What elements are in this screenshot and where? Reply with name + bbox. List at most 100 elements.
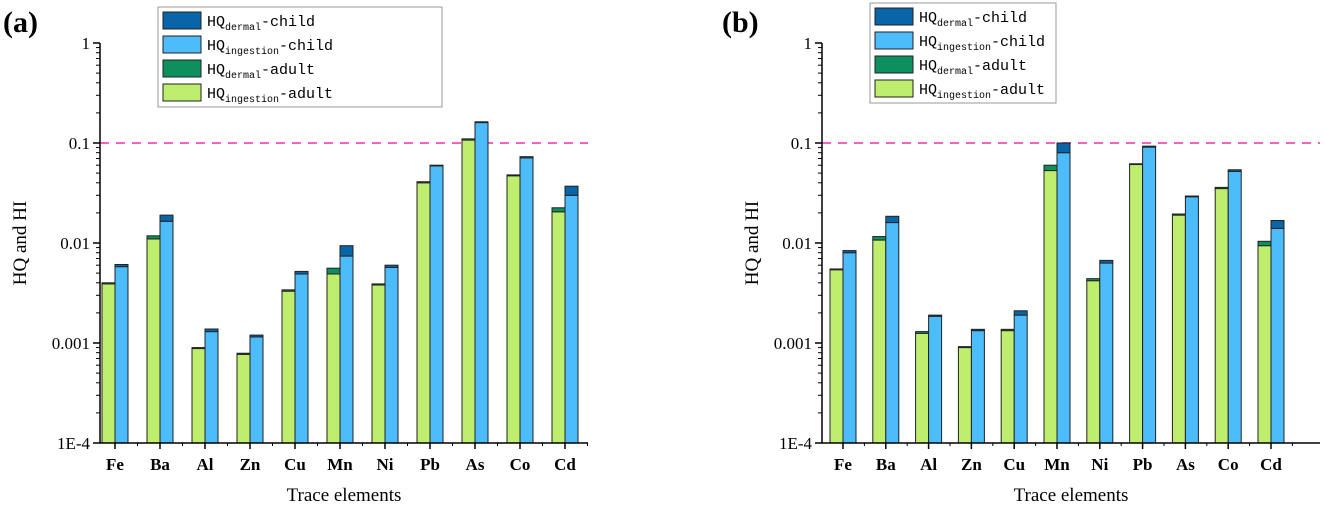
bar-ingestion-adult-zn: [957, 347, 972, 444]
x-tick-label: Cu: [1003, 455, 1025, 474]
x-tick-label: Cd: [1260, 455, 1282, 474]
bar-dermal-child-cu: [1013, 310, 1028, 316]
legend-label: HQingestion-child: [207, 38, 333, 58]
legend-label-suffix: -child: [991, 34, 1045, 51]
bar-ingestion-child-ba: [885, 222, 900, 444]
bar-dermal-child-fe: [114, 263, 129, 268]
x-tick-label: As: [1176, 455, 1195, 474]
bar-dermal-child-fe: [842, 250, 857, 254]
bar-ingestion-adult-ni: [1086, 280, 1101, 444]
bar-ingestion-adult-pb: [416, 182, 431, 444]
x-tick-label: Ni: [377, 455, 394, 474]
bar-ingestion-adult-cd: [551, 211, 566, 444]
legend-box: [157, 6, 443, 108]
bar-ingestion-adult-fe: [829, 269, 844, 444]
y-tick-label: 1E-4: [779, 434, 813, 453]
bar-dermal-child-mn: [339, 245, 354, 257]
bar-dermal-adult-mn: [326, 267, 341, 275]
legend-label-suffix: -child: [973, 10, 1027, 27]
legend: HQdermal-childHQingestion-childHQdermal-…: [157, 6, 443, 108]
chart-panel-a: (a) 1 0.1 0.01 0.001 1E-4 HQ and HI Trace eleme…: [3, 6, 588, 506]
bar-dermal-adult-zn: [236, 352, 251, 355]
legend-label-base: HQ: [919, 58, 937, 75]
legend-label-base: HQ: [919, 34, 937, 51]
legend-label: HQdermal-adult: [919, 58, 1027, 78]
legend-label-suffix: -adult: [279, 86, 333, 103]
bar-ingestion-child-pb: [1142, 146, 1157, 444]
legend-swatch-ingestion-adult: [874, 79, 914, 98]
bar-ingestion-child-cu: [294, 273, 309, 444]
bar-dermal-adult-co: [1214, 186, 1229, 190]
bar-ingestion-adult-ni: [371, 284, 386, 444]
bar-ingestion-child-pb: [429, 165, 444, 444]
legend-label: HQingestion-child: [919, 34, 1045, 54]
bar-ingestion-child-cd: [1270, 227, 1285, 444]
bar-dermal-child-ni: [1099, 259, 1114, 264]
bar-dermal-adult-pb: [416, 181, 431, 184]
bar-dermal-adult-as: [1171, 213, 1186, 216]
x-tick-label: Co: [510, 455, 531, 474]
y-tick-label: 0.001: [774, 334, 812, 353]
x-tick-label: Fe: [834, 455, 852, 474]
bar-ingestion-adult-cd: [1257, 245, 1272, 444]
x-tick-label: Ba: [150, 455, 170, 474]
bar-dermal-adult-pb: [1129, 163, 1144, 166]
bar-ingestion-child-al: [928, 315, 943, 444]
bar-dermal-child-mn: [1056, 142, 1071, 154]
bar-dermal-adult-cd: [1257, 240, 1272, 247]
bar-dermal-child-zn: [249, 334, 264, 338]
legend-swatch-dermal-child: [162, 11, 202, 30]
bar-ingestion-child-fe: [842, 252, 857, 444]
bar-dermal-adult-fe: [829, 268, 844, 271]
bar-dermal-adult-co: [506, 174, 521, 177]
x-tick-label: Ba: [876, 455, 896, 474]
y-tick-label: 1E-4: [57, 434, 91, 453]
x-tick-label: Ni: [1091, 455, 1108, 474]
legend-label: HQdermal-child: [919, 10, 1027, 30]
bar-ingestion-child-mn: [339, 255, 354, 444]
x-axis-title: Trace elements: [287, 485, 402, 506]
bar-ingestion-child-mn: [1056, 152, 1071, 444]
legend-swatch-dermal-child: [874, 7, 914, 26]
bar-ingestion-adult-al: [191, 348, 206, 444]
x-tick-label: Al: [197, 455, 214, 474]
bar-ingestion-child-zn: [970, 330, 985, 444]
bar-dermal-child-cd: [1270, 219, 1285, 229]
y-tick-label: 0.01: [782, 234, 812, 253]
bar-dermal-child-ni: [384, 264, 399, 268]
bar-dermal-adult-ni: [1086, 278, 1101, 282]
bar-ingestion-child-ni: [384, 266, 399, 444]
bar-dermal-adult-mn: [1043, 164, 1058, 172]
legend-label-suffix: -adult: [991, 82, 1045, 99]
bar-ingestion-adult-ba: [146, 238, 161, 444]
bar-ingestion-child-cu: [1013, 314, 1028, 444]
x-tick-label: Al: [920, 455, 937, 474]
x-tick-label: Mn: [1044, 455, 1070, 474]
legend-label-sub: ingestion: [937, 42, 991, 54]
x-tick-label: Pb: [420, 455, 440, 474]
panel-label: (b): [722, 6, 759, 39]
bar-dermal-adult-ni: [371, 283, 386, 286]
legend-label-base: HQ: [207, 62, 225, 79]
bar-ingestion-adult-pb: [1129, 163, 1144, 444]
bar-dermal-adult-zn: [957, 346, 972, 349]
bar-ingestion-adult-al: [915, 332, 930, 444]
legend-label: HQdermal-adult: [207, 62, 315, 82]
bar-dermal-adult-ba: [872, 236, 887, 241]
bar-dermal-child-ba: [885, 215, 900, 224]
x-tick-label: Cd: [554, 455, 576, 474]
bar-dermal-adult-as: [461, 138, 476, 141]
bar-dermal-child-as: [474, 121, 489, 124]
legend-label: HQingestion-adult: [919, 82, 1045, 102]
bar-dermal-child-cu: [294, 270, 309, 275]
bar-dermal-child-cd: [564, 185, 579, 196]
bar-ingestion-adult-mn: [1043, 170, 1058, 444]
bar-ingestion-adult-mn: [326, 273, 341, 444]
legend-label-suffix: -adult: [261, 62, 315, 79]
x-tick-label: Cu: [284, 455, 306, 474]
bar-ingestion-adult-as: [1171, 214, 1186, 444]
legend-label-sub: dermal: [937, 66, 973, 78]
bar-dermal-adult-ba: [146, 235, 161, 240]
bar-dermal-adult-fe: [101, 282, 116, 285]
